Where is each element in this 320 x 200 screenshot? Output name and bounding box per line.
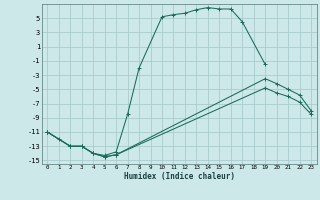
X-axis label: Humidex (Indice chaleur): Humidex (Indice chaleur) [124,172,235,181]
